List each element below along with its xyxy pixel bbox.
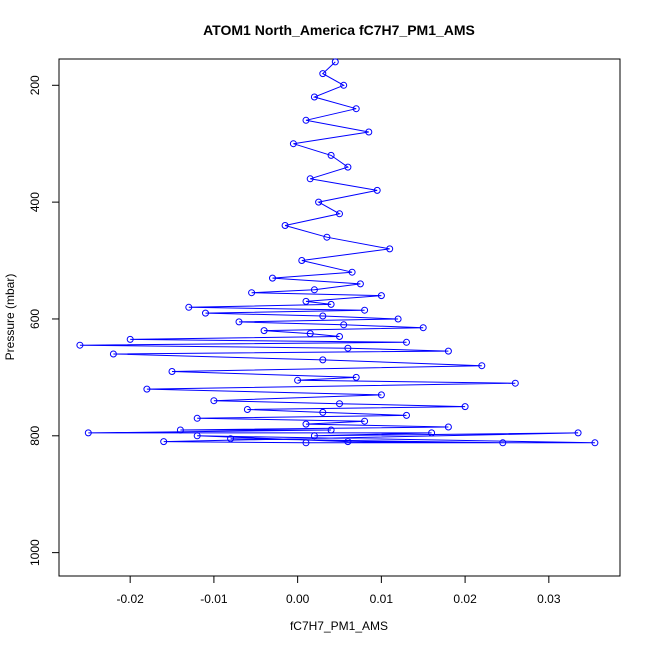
data-point bbox=[461, 403, 469, 411]
y-axis: 200 400 600 800 1000 bbox=[28, 75, 60, 566]
data-point bbox=[76, 341, 84, 349]
y-tick-label: 600 bbox=[28, 309, 42, 329]
y-tick-label: 800 bbox=[28, 425, 42, 445]
data-point bbox=[386, 245, 394, 253]
y-tick-label: 400 bbox=[28, 192, 42, 212]
data-point bbox=[168, 368, 176, 375]
data-point bbox=[289, 140, 297, 148]
data-point bbox=[331, 58, 339, 66]
data-point bbox=[344, 344, 352, 352]
data-point bbox=[340, 81, 348, 89]
data-point bbox=[202, 309, 209, 317]
data-point bbox=[294, 376, 302, 384]
data-point bbox=[352, 105, 360, 113]
data-point bbox=[319, 356, 327, 364]
data-point bbox=[302, 439, 310, 447]
data-point bbox=[210, 397, 218, 405]
data-point bbox=[373, 186, 381, 194]
data-point bbox=[327, 151, 335, 159]
data-point bbox=[511, 379, 519, 387]
data-point bbox=[323, 233, 331, 241]
data-point bbox=[260, 327, 268, 335]
y-tick-label: 200 bbox=[28, 75, 42, 95]
data-point bbox=[327, 426, 335, 434]
data-point bbox=[336, 210, 343, 218]
data-point bbox=[315, 198, 323, 206]
data-point bbox=[356, 280, 364, 288]
data-point bbox=[319, 408, 327, 416]
data-point bbox=[403, 338, 410, 346]
data-point bbox=[306, 330, 314, 338]
y-axis-label: Pressure (mbar) bbox=[3, 274, 17, 361]
data-point bbox=[126, 335, 134, 343]
data-point bbox=[176, 426, 184, 434]
data-point bbox=[302, 297, 310, 305]
data-point bbox=[419, 324, 427, 332]
data-point bbox=[361, 306, 369, 314]
data-point bbox=[160, 438, 168, 446]
data-point bbox=[403, 411, 410, 419]
data-point bbox=[310, 432, 318, 440]
data-point bbox=[344, 163, 352, 171]
data-point bbox=[377, 391, 385, 399]
data-point bbox=[574, 429, 582, 437]
x-tick-label: 0.01 bbox=[370, 592, 394, 606]
data-point bbox=[298, 257, 306, 264]
data-point bbox=[478, 362, 486, 370]
data-point bbox=[344, 438, 352, 446]
data-point bbox=[319, 312, 327, 320]
data-point bbox=[340, 321, 348, 329]
x-axis: -0.02 -0.01 0.00 0.01 0.02 0.03 bbox=[116, 575, 561, 606]
series-line bbox=[79, 61, 595, 444]
x-tick-label: 0.02 bbox=[453, 592, 477, 606]
data-point bbox=[444, 423, 452, 431]
data-point bbox=[365, 128, 373, 136]
data-point bbox=[281, 222, 289, 229]
x-tick-label: -0.01 bbox=[200, 592, 228, 606]
data-point bbox=[84, 429, 92, 437]
data-point bbox=[227, 435, 235, 443]
x-tick-label: 0.00 bbox=[286, 592, 310, 606]
y-tick-label: 1000 bbox=[28, 539, 42, 566]
data-point bbox=[243, 406, 251, 413]
data-point bbox=[306, 175, 314, 183]
data-point bbox=[591, 439, 599, 447]
data-point bbox=[185, 303, 193, 311]
data-point bbox=[310, 93, 318, 101]
data-point bbox=[269, 274, 276, 282]
data-point bbox=[499, 439, 507, 447]
x-tick-label: -0.02 bbox=[116, 592, 144, 606]
data-point bbox=[361, 417, 369, 425]
chart-title: ATOM1 North_America fC7H7_PM1_AMS bbox=[203, 22, 475, 38]
data-point bbox=[444, 347, 452, 355]
data-point bbox=[336, 400, 343, 408]
data-point bbox=[352, 373, 360, 381]
data-point bbox=[377, 292, 385, 300]
data-point bbox=[302, 116, 310, 124]
data-layer bbox=[76, 58, 599, 447]
data-point bbox=[248, 289, 256, 297]
data-point bbox=[193, 414, 201, 422]
data-point bbox=[235, 318, 243, 326]
data-point bbox=[394, 315, 402, 323]
data-point bbox=[193, 432, 201, 440]
data-point bbox=[143, 385, 151, 393]
data-point bbox=[348, 268, 356, 276]
x-tick-label: 0.03 bbox=[537, 592, 561, 606]
data-point bbox=[327, 300, 335, 308]
data-point bbox=[428, 429, 436, 437]
data-point bbox=[310, 286, 318, 294]
data-point bbox=[109, 350, 117, 358]
x-axis-label: fC7H7_PM1_AMS bbox=[290, 619, 388, 633]
data-point bbox=[302, 420, 310, 428]
data-point bbox=[319, 70, 327, 78]
data-point bbox=[336, 333, 343, 340]
